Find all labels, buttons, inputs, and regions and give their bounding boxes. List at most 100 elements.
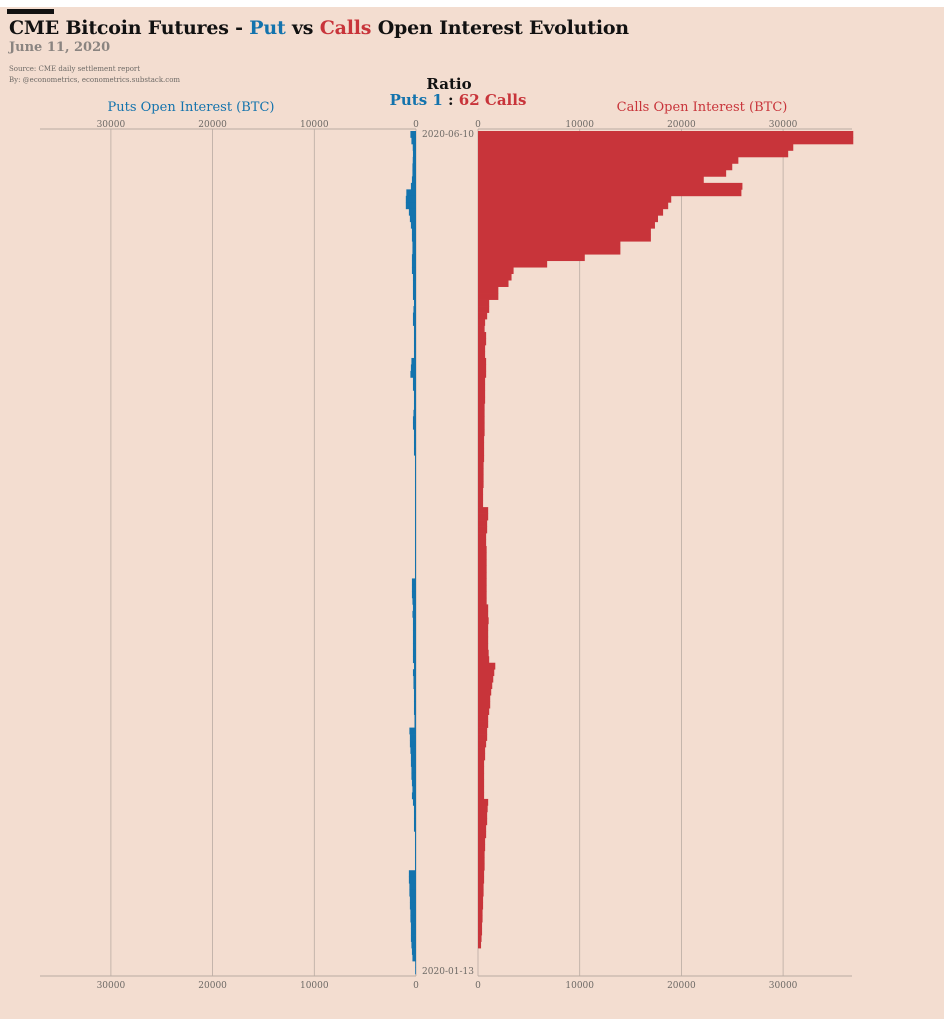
put-bar (411, 772, 416, 780)
title-calls-word: Calls (319, 17, 372, 39)
call-bar (478, 169, 727, 177)
put-bar (413, 818, 416, 826)
call-bar (478, 221, 655, 229)
ratio-separator: : (442, 91, 459, 109)
bars (405, 131, 854, 975)
put-bar (412, 623, 416, 631)
put-bar (412, 597, 416, 605)
credits: Source: CME daily settlement report By: … (9, 64, 180, 86)
call-bar (478, 818, 488, 826)
put-bar (412, 241, 416, 249)
call-bar (478, 195, 672, 203)
put-bar (411, 267, 416, 275)
ratio-calls: 62 Calls (458, 91, 527, 109)
call-bar (478, 429, 485, 437)
put-bar (410, 753, 416, 761)
put-bar (410, 747, 416, 754)
call-bar (478, 182, 743, 190)
date-label-top: 2020-06-10 (422, 130, 474, 140)
put-bar (412, 785, 416, 793)
put-bar (413, 695, 416, 702)
put-bar (413, 824, 416, 832)
put-bar (411, 260, 416, 268)
call-bar (478, 772, 485, 780)
call-bar (478, 863, 485, 871)
put-bar (411, 357, 416, 365)
put-bar (412, 286, 416, 294)
call-bar (478, 338, 487, 346)
call-bar (478, 357, 487, 365)
put-bar (408, 208, 416, 216)
put-bar (412, 247, 416, 255)
call-bar (478, 306, 490, 313)
ratio-title: Ratio (426, 75, 472, 93)
put-bar (411, 766, 416, 774)
put-bar (414, 571, 416, 579)
call-bar (478, 584, 487, 592)
put-bar (414, 500, 416, 508)
put-bar (409, 215, 416, 223)
put-bar (413, 429, 416, 437)
call-bar (478, 319, 486, 326)
put-bar (414, 513, 416, 521)
put-bar (414, 844, 416, 852)
call-bar (478, 636, 489, 644)
call-bar (478, 442, 485, 450)
tick-label-calls-top-30000: 30000 (769, 120, 798, 130)
put-bar (414, 539, 416, 547)
put-bar (410, 915, 416, 923)
put-bar (411, 578, 416, 586)
put-bar (413, 403, 416, 411)
puts-axis-title: Puts Open Interest (BTC) (107, 100, 275, 115)
put-bar (410, 131, 416, 138)
call-bar (478, 280, 509, 287)
call-bar (478, 137, 854, 145)
call-bar (478, 824, 487, 832)
put-bar (409, 883, 416, 891)
call-bar (478, 494, 484, 501)
call-bar (478, 643, 489, 651)
title-mid: vs (285, 17, 320, 39)
put-bar (414, 831, 416, 839)
put-bar (413, 344, 416, 352)
call-bar (478, 571, 487, 579)
call-bar (478, 682, 493, 690)
call-bar (478, 630, 489, 638)
put-bar (405, 195, 416, 203)
put-bar (414, 474, 416, 482)
call-bar (478, 351, 486, 359)
tick-label-puts-bottom-0: 0 (413, 981, 419, 991)
call-bar (478, 623, 489, 631)
put-bar (412, 150, 416, 158)
tick-label-calls-top-10000: 10000 (565, 120, 594, 130)
put-bar (414, 552, 416, 560)
call-bar (478, 649, 489, 657)
put-bar (412, 377, 416, 385)
call-bar (478, 215, 659, 223)
call-bar (478, 915, 483, 923)
put-bar (412, 604, 416, 612)
call-bar (478, 507, 489, 514)
put-bar (412, 656, 416, 664)
put-bar (413, 351, 416, 359)
put-bar (413, 662, 416, 670)
put-bar (414, 487, 416, 495)
call-bar (478, 332, 487, 339)
put-bar (414, 565, 416, 573)
put-bar (412, 293, 416, 300)
put-bar (408, 870, 416, 878)
call-bar (478, 766, 485, 774)
tick-label-puts-bottom-30000: 30000 (97, 981, 126, 991)
call-bar (478, 909, 483, 916)
put-bar (412, 169, 416, 177)
put-bar (410, 370, 416, 378)
call-bar (478, 610, 489, 618)
call-bar (478, 727, 488, 735)
put-bar (405, 202, 416, 210)
put-bar (414, 714, 416, 722)
put-bar (413, 332, 416, 339)
put-bar (410, 364, 416, 372)
put-bar (411, 941, 416, 949)
put-bar (410, 760, 416, 767)
call-bar (478, 552, 487, 560)
